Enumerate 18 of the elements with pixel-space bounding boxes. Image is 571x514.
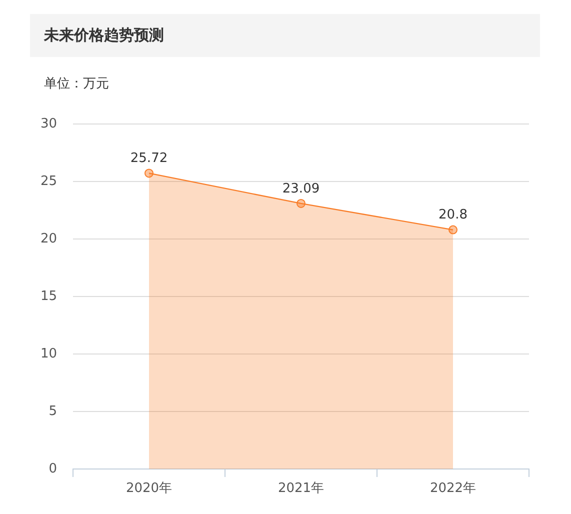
data-label: 23.09 [282,181,320,196]
point [448,225,458,234]
y-tick-label: 15 [40,288,57,304]
point [296,198,306,208]
data-label: 20.8 [438,208,468,223]
y-tick-label: 20 [40,231,57,246]
data-label: 25.72 [130,151,168,166]
x-tick-label: 2020年 [126,481,172,496]
point [144,168,154,178]
y-tick-label: 5 [48,404,57,419]
y-tick-label: 0 [48,461,57,476]
x-tick-label: 2021年 [278,481,324,496]
chart-title: 未来价格趋势预测 [44,26,164,44]
y-tick-label: 30 [40,116,57,132]
x-tick-label: 2022年 [430,481,476,496]
y-tick-label: 10 [40,346,57,362]
y-tick-label: 25 [40,174,57,189]
y-axis-title: 单位：万元 [44,76,109,92]
